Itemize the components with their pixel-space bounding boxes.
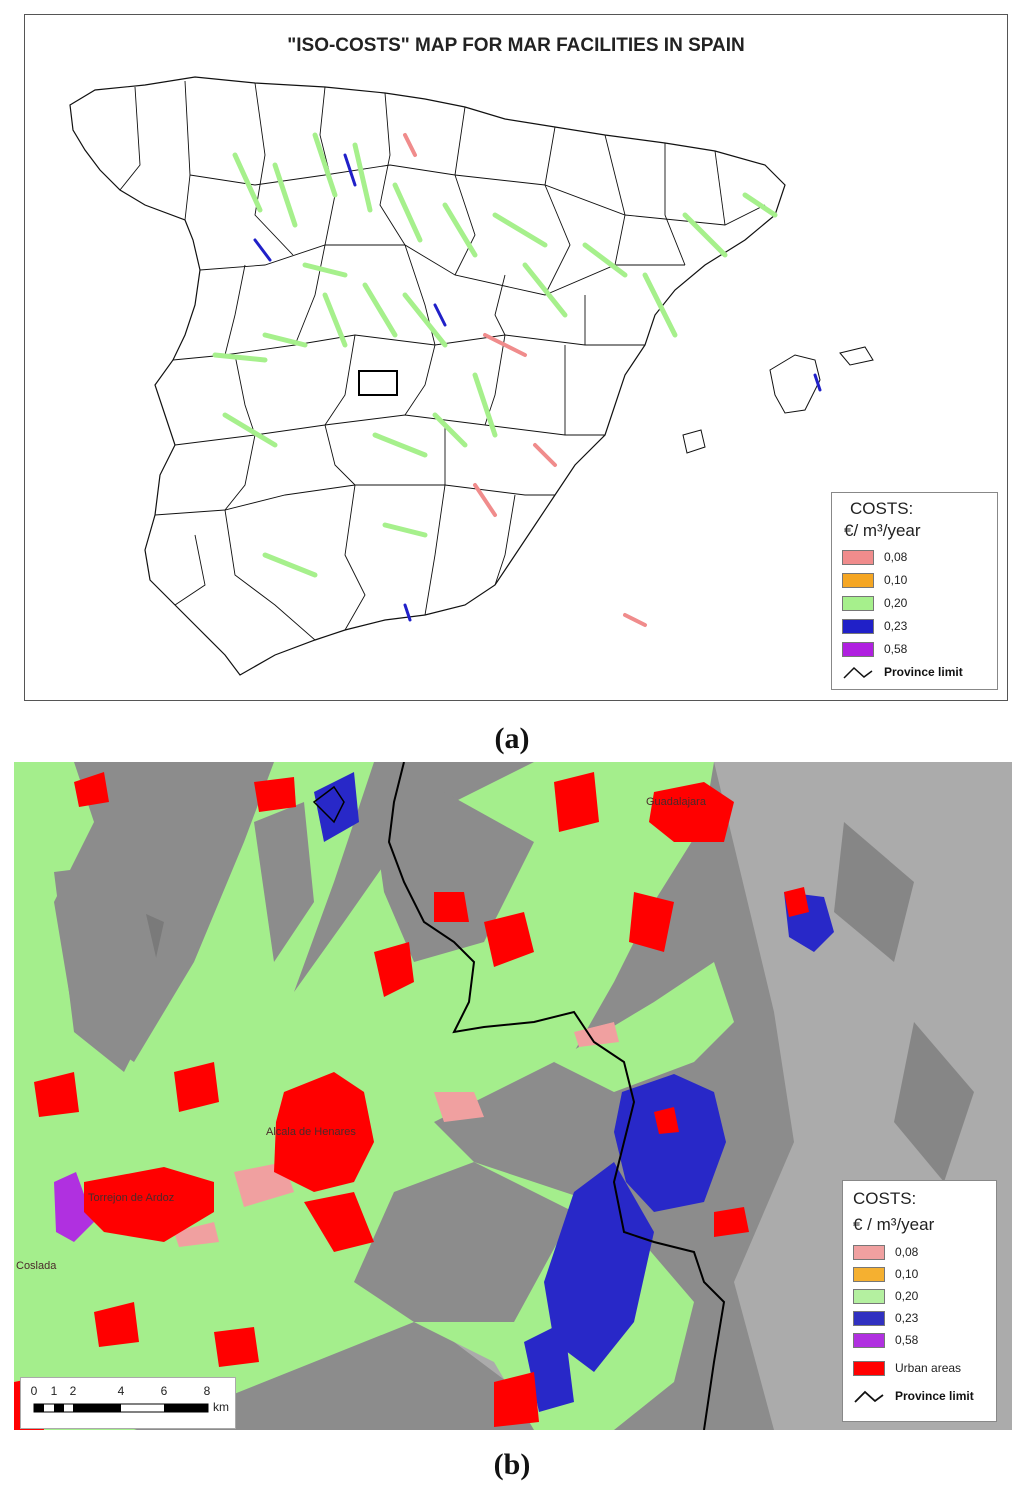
legend-swatch bbox=[853, 1310, 885, 1326]
legend-item: 0,08 bbox=[853, 1243, 918, 1261]
legend-units: €/ m³/year bbox=[844, 521, 921, 540]
province-limit-line bbox=[387, 762, 726, 1430]
legend-item: 0,20 bbox=[842, 594, 907, 612]
legend-item: 0,10 bbox=[842, 571, 907, 589]
legend-label: 0,20 bbox=[895, 1289, 919, 1303]
legend-swatch bbox=[853, 1332, 885, 1348]
scale-tick-label: 6 bbox=[160, 1384, 168, 1398]
scale-tick-label: 2 bbox=[69, 1384, 77, 1398]
legend-label: Province limit bbox=[895, 1389, 974, 1403]
legend-swatch bbox=[853, 1360, 885, 1376]
legend-label: 0,10 bbox=[884, 573, 908, 587]
legend-swatch bbox=[842, 595, 874, 611]
scale-tick-label: 4 bbox=[117, 1384, 125, 1398]
legend-item: Urban areas bbox=[853, 1359, 961, 1377]
ibiza bbox=[682, 429, 706, 454]
scale-unit: km bbox=[213, 1400, 229, 1414]
legend-title: COSTS: bbox=[850, 499, 914, 518]
scale-bar: 0 1 2 4 6 8 km bbox=[20, 1377, 236, 1429]
legend-panel-a: COSTS: €/ m³/year 0,08 0,10 0,20 0,23 0,… bbox=[831, 492, 998, 690]
province-limits bbox=[119, 80, 766, 641]
caption-b: (b) bbox=[493, 1448, 531, 1481]
legend-label: Urban areas bbox=[895, 1361, 962, 1375]
legend-panel-b: COSTS: € / m³/year 0,08 0,10 0,20 0,23 0… bbox=[842, 1180, 997, 1422]
zone-0-58 bbox=[54, 1172, 94, 1242]
legend-item: Province limit bbox=[853, 1387, 974, 1405]
cost-zones-0-20 bbox=[212, 132, 778, 578]
legend-item: Province limit bbox=[842, 663, 963, 681]
study-area-detail-map: Guadalajara Alcala de Henares Torrejon d… bbox=[14, 762, 1012, 1430]
legend-swatch bbox=[842, 641, 874, 657]
map-title: "ISO-COSTS" MAP FOR MAR FACILITIES IN SP… bbox=[287, 35, 745, 56]
legend-units: € / m³/year bbox=[853, 1215, 935, 1234]
legend-label: Province limit bbox=[884, 665, 963, 679]
mallorca bbox=[769, 354, 821, 414]
zone-0-08 bbox=[174, 1022, 619, 1247]
legend-swatch bbox=[853, 1288, 885, 1304]
scale-tick-label: 0 bbox=[30, 1384, 38, 1398]
scale-bar-graphic bbox=[33, 1403, 209, 1413]
legend-item: 0,58 bbox=[842, 640, 907, 658]
town-label-coslada: Coslada bbox=[16, 1260, 57, 1272]
legend-swatch bbox=[853, 1244, 885, 1260]
town-label-torrejon: Torrejon de Ardoz bbox=[88, 1192, 175, 1204]
legend-item: 0,23 bbox=[853, 1309, 918, 1327]
legend-item: 0,58 bbox=[853, 1331, 918, 1349]
legend-label: 0,23 bbox=[884, 619, 908, 633]
legend-item: 0,20 bbox=[853, 1287, 918, 1305]
legend-label: 0,58 bbox=[895, 1333, 919, 1347]
study-area-box bbox=[358, 370, 398, 396]
legend-label: 0,10 bbox=[895, 1267, 919, 1281]
legend-label: 0,20 bbox=[884, 596, 908, 610]
legend-swatch bbox=[853, 1266, 885, 1282]
cost-zones-0-08 bbox=[403, 133, 647, 627]
legend-label: 0,23 bbox=[895, 1311, 919, 1325]
caption-a: (a) bbox=[494, 722, 530, 755]
legend-item: 0,10 bbox=[853, 1265, 918, 1283]
cost-zones-0-23 bbox=[253, 153, 822, 622]
spain-province-map bbox=[69, 76, 874, 676]
legend-label: 0,08 bbox=[895, 1245, 919, 1259]
legend-swatch bbox=[842, 549, 874, 565]
iso-costs-map-spain: "ISO-COSTS" MAP FOR MAR FACILITIES IN SP… bbox=[24, 14, 1008, 701]
legend-item: 0,08 bbox=[842, 548, 907, 566]
legend-swatch bbox=[842, 572, 874, 588]
legend-title: COSTS: bbox=[853, 1189, 917, 1208]
legend-label: 0,08 bbox=[884, 550, 908, 564]
scale-tick-label: 1 bbox=[50, 1384, 58, 1398]
legend-item: 0,23 bbox=[842, 617, 907, 635]
scale-tick-label: 8 bbox=[203, 1384, 211, 1398]
province-limit-line-icon bbox=[854, 1390, 884, 1403]
province-limit-line-icon bbox=[843, 666, 873, 679]
legend-label: 0,58 bbox=[884, 642, 908, 656]
town-label-guadalajara: Guadalajara bbox=[646, 796, 706, 808]
town-label-alcala: Alcala de Henares bbox=[266, 1126, 356, 1138]
zone-0-23 bbox=[314, 772, 834, 1412]
menorca bbox=[839, 346, 874, 366]
legend-swatch bbox=[842, 618, 874, 634]
